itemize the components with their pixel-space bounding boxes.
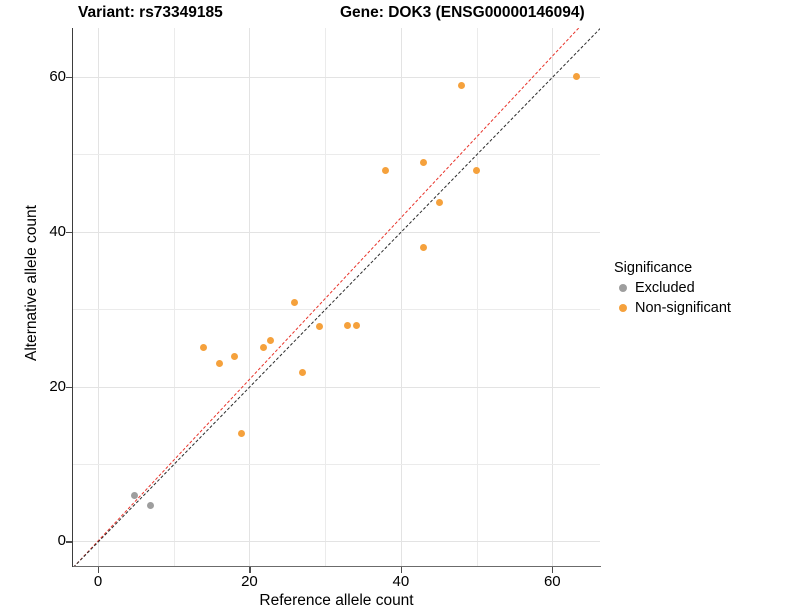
gridline-horizontal — [73, 309, 600, 311]
x-tick — [97, 567, 100, 573]
gridline-vertical — [552, 28, 554, 567]
y-axis-label: Alternative allele count — [23, 205, 40, 361]
legend-item-label: Non-significant — [635, 300, 731, 316]
legend: Significance Excluded Non-significant — [614, 260, 796, 318]
legend-key-dot-icon — [614, 304, 632, 312]
x-tick-label: 60 — [543, 573, 561, 590]
x-tick — [249, 567, 251, 573]
x-axis-label: Reference allele count — [259, 592, 414, 609]
gridline-vertical — [476, 28, 478, 567]
gridline-vertical — [249, 28, 251, 567]
gene-title: Gene: DOK3 (ENSG00000146094) — [340, 4, 585, 21]
data-point — [382, 166, 390, 174]
gridline-horizontal — [73, 541, 600, 543]
data-point — [435, 198, 443, 206]
data-point — [298, 369, 306, 377]
gridline-horizontal — [73, 386, 600, 388]
gridline-horizontal — [73, 76, 600, 78]
x-tick-label: 0 — [93, 573, 103, 590]
data-point — [237, 430, 245, 438]
data-point — [230, 352, 238, 360]
legend-items: Excluded Non-significant — [614, 278, 796, 318]
legend-item-non-significant[interactable]: Non-significant — [614, 298, 796, 318]
legend-item-excluded[interactable]: Excluded — [614, 278, 796, 298]
data-point — [420, 243, 428, 251]
data-point — [260, 344, 268, 352]
x-tick — [552, 567, 554, 573]
data-point — [130, 492, 138, 500]
data-point — [473, 166, 481, 174]
x-tick — [400, 567, 403, 573]
x-tick-label: 40 — [392, 573, 410, 590]
data-point — [290, 298, 298, 306]
data-point — [573, 73, 581, 81]
y-tick — [66, 76, 72, 78]
y-tick — [66, 231, 72, 233]
gridline-horizontal — [73, 154, 600, 156]
data-point — [420, 159, 428, 167]
black-dashed-line — [73, 28, 600, 567]
data-point — [315, 323, 323, 331]
plot-title-row: Variant: rs73349185 Gene: DOK3 (ENSG0000… — [0, 2, 800, 28]
dot-icon — [619, 284, 627, 292]
y-axis-line — [72, 28, 74, 567]
gridline-vertical — [97, 28, 99, 567]
variant-title: Variant: rs73349185 — [78, 4, 223, 21]
data-point — [267, 337, 275, 345]
data-point — [352, 321, 360, 329]
data-point — [215, 359, 223, 367]
dot-icon — [619, 304, 627, 312]
gridline-vertical — [400, 28, 402, 567]
legend-item-label: Excluded — [635, 280, 695, 296]
y-tick-label: 20 — [49, 377, 66, 395]
gridline-horizontal — [73, 464, 600, 465]
y-tick — [66, 541, 72, 543]
data-point — [200, 344, 208, 352]
y-tick — [66, 386, 72, 388]
legend-key-dot-icon — [614, 284, 632, 292]
legend-title: Significance — [614, 260, 693, 276]
x-tick-label: 20 — [241, 573, 258, 590]
data-point — [146, 501, 154, 509]
gridline-vertical — [173, 28, 175, 567]
y-tick-label: 60 — [49, 67, 66, 85]
data-point — [344, 321, 352, 329]
plot-panel — [73, 28, 600, 567]
data-point — [457, 81, 465, 89]
y-tick-label: 0 — [57, 532, 66, 550]
y-tick-label: 40 — [49, 222, 66, 240]
gridline-horizontal — [73, 231, 600, 233]
x-axis-line — [73, 566, 601, 568]
gridline-vertical — [325, 28, 327, 567]
